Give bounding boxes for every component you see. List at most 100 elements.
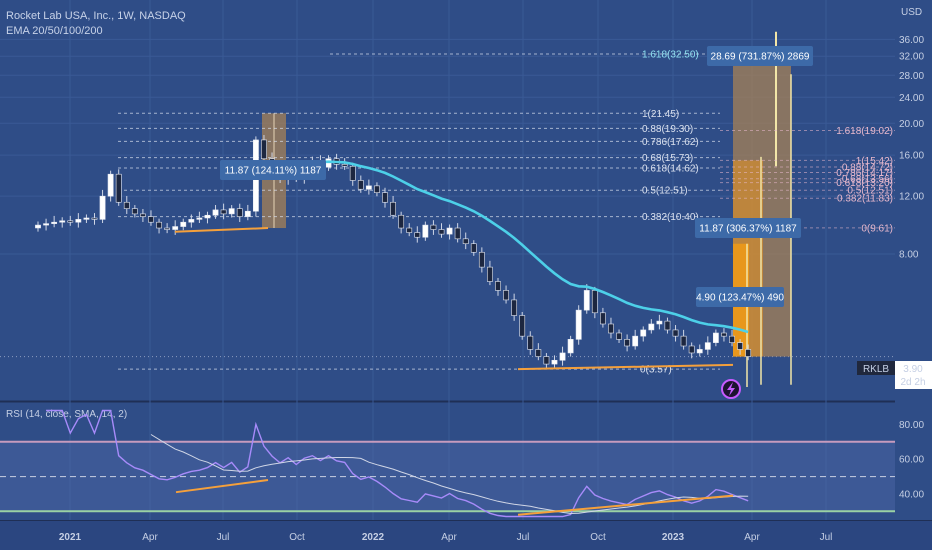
candle-body (745, 349, 752, 357)
rsi-legend: RSI (14, close, SMA, 14, 2) (6, 409, 127, 420)
time-tick-label: Apr (441, 532, 457, 543)
time-tick-label: Oct (289, 532, 305, 543)
candle-body (35, 224, 41, 229)
candle-body (729, 335, 735, 343)
rsi-trendline-2022 (517, 494, 734, 516)
measure-label-mid-bg (695, 218, 801, 238)
fib-right-label: 0(9.61) (861, 223, 893, 234)
time-tick-label: 2023 (662, 532, 685, 543)
price-tick-label: 16.00 (899, 151, 924, 162)
candle-body (672, 329, 679, 337)
time-tick-label: Jul (820, 532, 833, 543)
time-tick-label: 2021 (59, 532, 82, 543)
candle-body (567, 339, 574, 354)
fib-right-label: 1(15.42) (856, 156, 893, 167)
candle-body (43, 223, 49, 226)
candle-body (180, 221, 187, 227)
rsi-tick-label: 80.00 (899, 420, 924, 431)
fib-right-label: 0.382(11.83) (837, 194, 893, 205)
candle-body (236, 208, 243, 217)
time-tick-label: Oct (590, 532, 606, 543)
lightning-icon (727, 382, 735, 396)
candle-body (349, 165, 356, 181)
candle-body (696, 349, 703, 354)
support-trendline-2021 (174, 227, 269, 233)
time-tick-label: Apr (744, 532, 760, 543)
candle-body (131, 208, 138, 215)
fib-left-label: 1.618(32.50) (642, 50, 699, 61)
time-tick-label: Jul (517, 532, 530, 543)
candle-body (511, 299, 518, 316)
candle-body (196, 217, 203, 220)
candle-body (487, 266, 493, 282)
candle-body (632, 335, 639, 347)
measure-label-mid: 11.87 (306.37%) 1187 (699, 224, 797, 235)
candle-body (188, 219, 195, 223)
candle-body (59, 220, 66, 223)
fib-right-label: 0.88(14.72) (842, 163, 893, 174)
fib-left-label: 0.382(10.40) (642, 212, 699, 223)
rsi-tick-label: 60.00 (899, 455, 924, 466)
candle-body (91, 217, 98, 220)
candle-body (430, 224, 437, 230)
time-tick-label: Apr (142, 532, 158, 543)
fib-left-label: 1(21.45) (642, 109, 679, 120)
candle-body (341, 164, 348, 167)
indicator-legend[interactable]: EMA 20/50/100/200 (6, 25, 103, 37)
measure-label-left: 11.87 (124.11%) 1187 (225, 166, 322, 177)
candle-body (688, 345, 695, 354)
ticker-price: 3.90 (903, 364, 923, 375)
candle-body (204, 214, 211, 219)
candle-body (664, 320, 671, 331)
candle-body (680, 335, 687, 347)
candle-body (704, 342, 711, 350)
candle-body (261, 139, 267, 160)
candle-body (67, 220, 74, 223)
rsi-trendline-2021 (175, 479, 269, 494)
candle-body (374, 185, 380, 193)
candle-body (140, 213, 146, 217)
candle-body (737, 342, 743, 350)
time-axis-area (0, 520, 932, 550)
candle-body (624, 339, 631, 347)
symbol-title[interactable]: Rocket Lab USA, Inc., 1W, NASDAQ (6, 10, 186, 22)
candle-body (559, 352, 566, 361)
candle-body (616, 332, 622, 340)
candle-body (583, 290, 590, 311)
candle-body (107, 173, 114, 197)
candle-body (503, 290, 509, 301)
price-tick-label: 8.00 (899, 250, 919, 261)
candle-body (640, 329, 647, 337)
measure-label-small-bg (696, 287, 784, 307)
fib-left-label: 0(3.57) (640, 365, 672, 376)
price-tick-label: 12.00 (899, 192, 924, 203)
candle-body (527, 335, 534, 350)
candle-body (123, 201, 130, 209)
measure-label-top-bg (707, 46, 813, 66)
candle-body (438, 229, 445, 235)
candle-body (398, 214, 405, 229)
support-trendline-2022 (517, 363, 734, 371)
candle-body (712, 332, 719, 343)
candle-body (382, 192, 388, 203)
fib-left-label: 0.5(12.51) (642, 186, 688, 197)
candle-body (591, 290, 598, 314)
candle-body (75, 219, 82, 223)
candle-body (244, 210, 251, 217)
price-tick-label: 36.00 (899, 35, 924, 46)
measure-label-small: 4.90 (123.47%) 490 (696, 293, 784, 304)
candle-body (406, 227, 413, 233)
candle-body (462, 238, 469, 245)
fib-right-label: 1.618(19.02) (836, 126, 893, 137)
candle-body (721, 332, 727, 337)
candle-body (575, 309, 582, 340)
rsi-line (46, 409, 749, 518)
candle-body (220, 209, 227, 215)
fib-right-label: 0.618(13.20) (836, 178, 893, 189)
candle-body (51, 221, 58, 224)
price-axis-area (895, 0, 932, 520)
candle-body (478, 251, 485, 268)
fib-left-label: 0.786(17.62) (642, 137, 699, 148)
